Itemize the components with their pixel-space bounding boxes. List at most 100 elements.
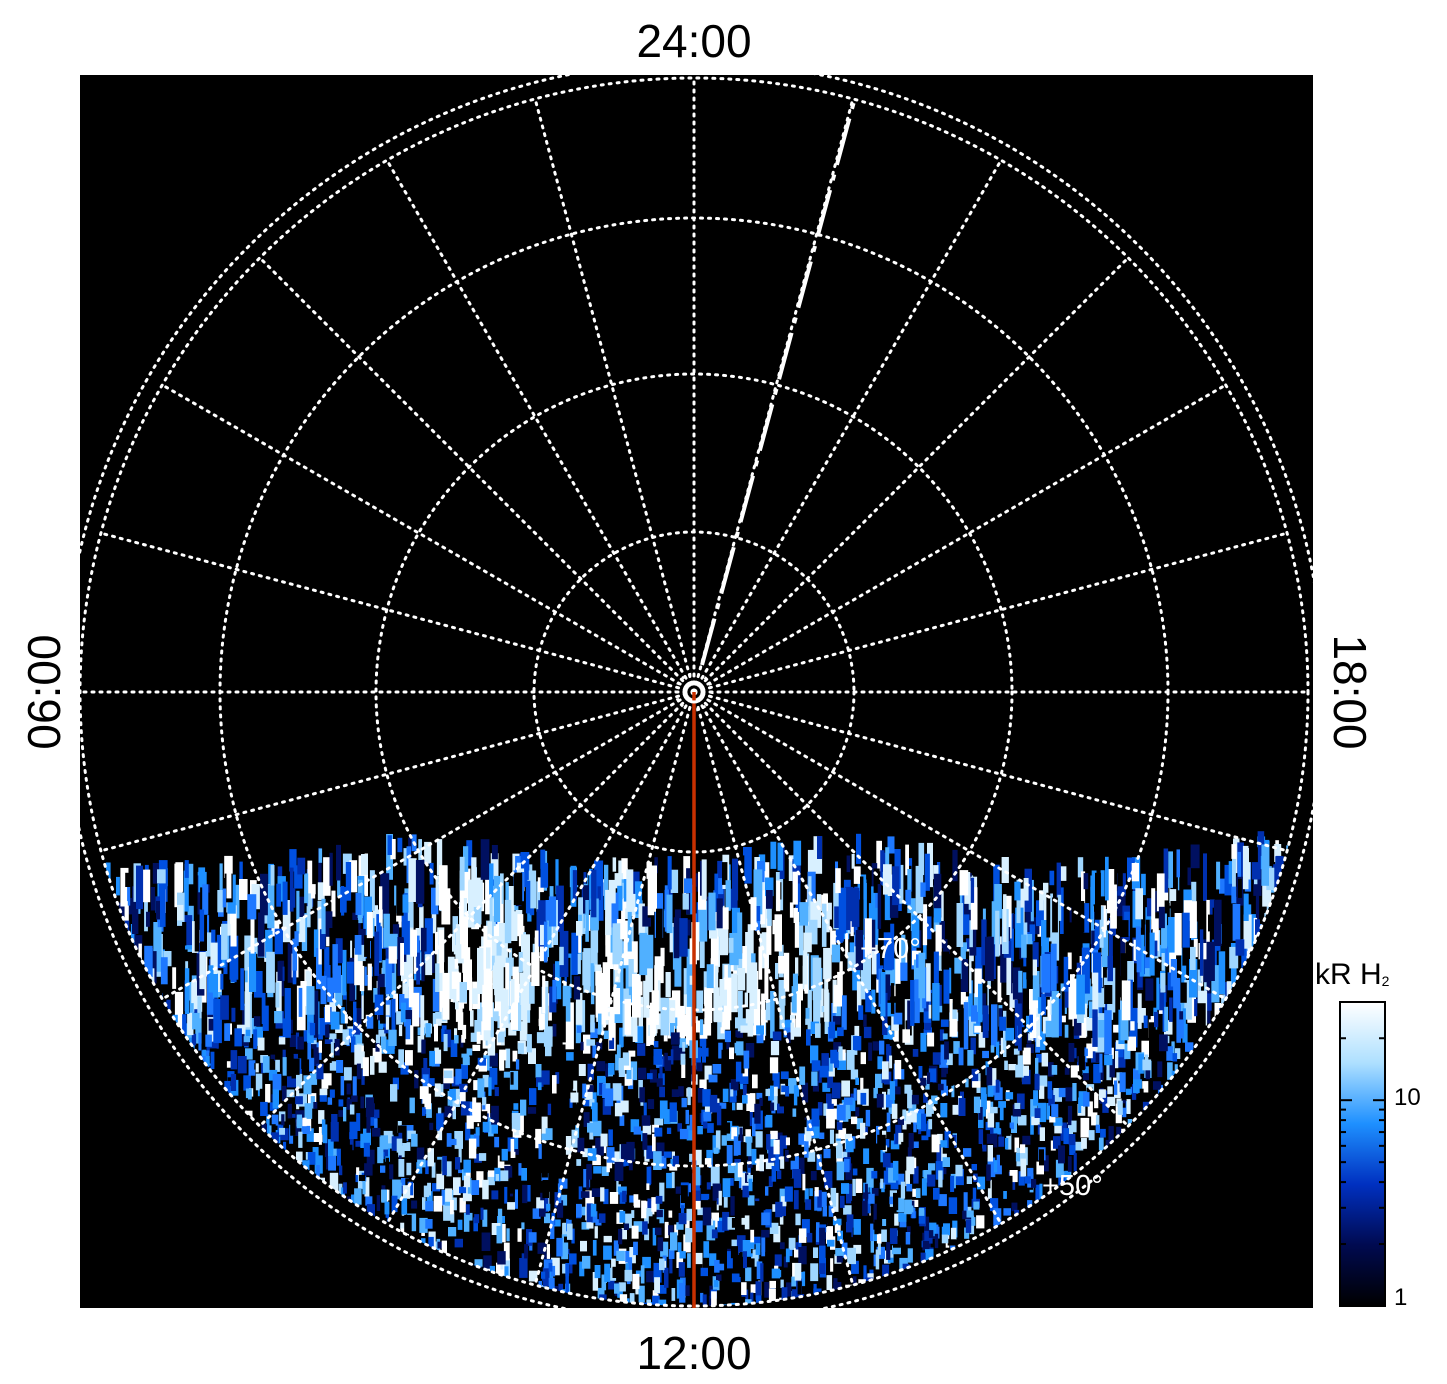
emission-cell	[905, 1232, 911, 1245]
emission-cell	[831, 1108, 840, 1120]
emission-cell	[976, 1144, 982, 1161]
emission-cell	[607, 952, 614, 969]
emission-cell	[645, 947, 653, 993]
emission-cell	[863, 1265, 867, 1280]
emission-cell	[204, 932, 212, 957]
emission-cell	[441, 1240, 447, 1255]
emission-cell	[1091, 1049, 1099, 1063]
emission-cell	[457, 1219, 463, 1230]
emission-cell	[994, 1087, 1003, 1101]
emission-cell	[934, 908, 942, 923]
emission-cell	[678, 1135, 683, 1154]
emission-cell	[621, 1228, 627, 1240]
emission-cell	[710, 1166, 720, 1187]
emission-cell	[1107, 1086, 1113, 1095]
emission-cell	[385, 1164, 394, 1180]
emission-cell	[208, 1018, 216, 1031]
emission-cell	[1041, 1052, 1049, 1067]
emission-cell	[698, 900, 708, 942]
emission-cell	[407, 1181, 414, 1196]
emission-cell	[515, 1059, 520, 1070]
emission-cell	[1064, 1067, 1070, 1075]
emission-cell	[1094, 911, 1100, 950]
emission-cell	[1139, 934, 1145, 977]
emission-cell	[686, 984, 694, 1027]
emission-cell	[1092, 1009, 1098, 1047]
emission-cell	[527, 1107, 537, 1114]
emission-cell	[587, 1085, 594, 1092]
emission-cell	[245, 1029, 251, 1037]
emission-cell	[481, 1232, 491, 1251]
emission-cell	[726, 1038, 730, 1050]
emission-cell	[1090, 906, 1094, 945]
emission-cell	[536, 881, 541, 912]
emission-cell	[548, 896, 556, 927]
emission-cell	[931, 1134, 940, 1153]
emission-cell	[298, 1131, 303, 1148]
emission-cell	[474, 1020, 482, 1035]
emission-cell	[360, 1096, 365, 1109]
emission-cell	[617, 1186, 627, 1195]
emission-cell	[406, 942, 414, 987]
emission-cell	[905, 889, 911, 905]
emission-cell	[1068, 1134, 1076, 1146]
emission-cell	[369, 1114, 378, 1126]
emission-cell	[374, 1118, 378, 1129]
emission-cell	[833, 882, 841, 930]
emission-cell	[597, 878, 601, 901]
emission-cell	[970, 1037, 976, 1055]
emission-cell	[870, 1223, 874, 1241]
emission-cell	[510, 1072, 514, 1085]
emission-cell	[1039, 1183, 1043, 1203]
emission-cell	[1018, 970, 1023, 993]
emission-cell	[1082, 1066, 1089, 1076]
emission-cell	[810, 1045, 819, 1064]
emission-cell	[745, 1009, 755, 1024]
emission-cell	[289, 867, 294, 912]
emission-cell	[400, 1002, 406, 1023]
emission-cell	[547, 1103, 552, 1116]
emission-cell	[603, 1030, 609, 1039]
emission-cell	[647, 1099, 655, 1109]
emission-cell	[954, 957, 962, 980]
emission-cell	[540, 1214, 546, 1222]
emission-cell	[882, 1139, 890, 1148]
emission-cell	[1160, 973, 1166, 993]
emission-cell	[191, 1033, 197, 1046]
emission-cell	[750, 897, 757, 931]
emission-cell	[819, 1256, 826, 1274]
meridian-line	[692, 690, 855, 1287]
emission-cell	[1071, 1120, 1077, 1133]
emission-cell	[767, 1137, 776, 1154]
emission-cell	[1243, 893, 1249, 921]
emission-cell	[604, 1263, 611, 1282]
emission-cell	[760, 1263, 764, 1282]
emission-cell	[1016, 879, 1021, 924]
emission-cell	[1014, 1102, 1021, 1109]
emission-cell	[877, 1236, 881, 1255]
emission-cell	[722, 862, 728, 885]
emission-cell	[721, 1011, 731, 1030]
emission-cell	[725, 880, 731, 911]
emission-cell	[635, 1286, 639, 1295]
emission-cell	[810, 901, 818, 920]
emission-cell	[717, 1220, 725, 1233]
emission-cell	[684, 1285, 690, 1296]
emission-cell	[319, 929, 326, 950]
emission-cell	[969, 1093, 976, 1106]
emission-cell	[703, 1111, 712, 1122]
emission-cell	[416, 1147, 425, 1160]
emission-cell	[391, 1136, 400, 1151]
emission-cell	[876, 1125, 880, 1144]
emission-cell	[366, 1149, 375, 1165]
emission-cell	[542, 1180, 549, 1198]
emission-cell	[745, 1173, 749, 1183]
emission-cell	[378, 1029, 386, 1037]
emission-cell	[761, 1236, 766, 1257]
emission-cell	[513, 1133, 518, 1149]
emission-cell	[494, 955, 504, 1002]
emission-cell	[349, 920, 359, 941]
emission-cell	[722, 1088, 729, 1102]
emission-cell	[665, 972, 671, 997]
emission-cell	[302, 1125, 311, 1134]
